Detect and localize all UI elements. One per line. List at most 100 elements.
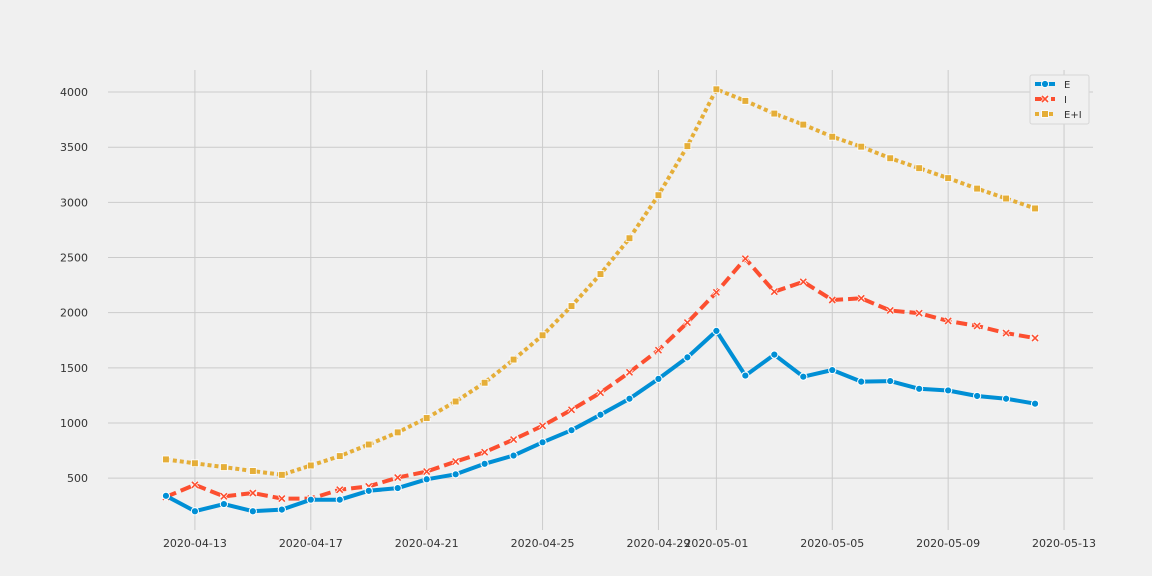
data-point [538, 438, 547, 447]
data-point [1030, 399, 1040, 408]
series-line [165, 256, 1036, 501]
data-point [828, 365, 837, 375]
data-point [393, 483, 402, 493]
data-point [712, 288, 721, 297]
data-point [741, 97, 750, 105]
data-point [422, 414, 431, 422]
data-point [451, 397, 460, 406]
data-point [625, 394, 634, 403]
data-point [741, 254, 750, 263]
data-point [567, 302, 576, 310]
data-point [219, 492, 228, 501]
data-point [248, 488, 257, 498]
data-point [1030, 333, 1040, 343]
data-point [364, 486, 373, 495]
data-point [422, 475, 431, 484]
data-point [306, 461, 315, 470]
data-point [828, 295, 837, 305]
y-tick-label: 1000 [60, 417, 88, 430]
data-point [654, 191, 663, 200]
legend-marker [1040, 79, 1050, 89]
data-point [219, 499, 228, 509]
series-e [161, 326, 1040, 516]
data-point [335, 485, 344, 494]
data-point [451, 457, 460, 466]
legend: EI E+I [1029, 74, 1090, 125]
series-line [164, 328, 1036, 514]
x-tick-label: 2020-04-17 [279, 537, 343, 550]
legend-marker [1041, 110, 1049, 118]
data-point [857, 377, 866, 386]
series-lines [161, 85, 1040, 516]
data-point [828, 132, 837, 141]
data-point [596, 388, 605, 397]
y-tick-label: 3500 [60, 141, 88, 154]
data-point [161, 491, 171, 500]
data-point [683, 318, 692, 327]
x-tick-label: 2020-04-21 [395, 537, 459, 550]
data-point [1031, 204, 1039, 213]
data-point [770, 350, 779, 359]
data-point [886, 376, 895, 386]
data-point [683, 353, 692, 362]
data-point [480, 448, 489, 457]
data-point [654, 374, 663, 383]
y-tick-label: 500 [67, 472, 88, 485]
data-point [538, 421, 547, 430]
data-point [683, 142, 692, 150]
data-point [306, 495, 315, 504]
data-point [509, 355, 518, 364]
data-point [1002, 329, 1011, 338]
series-i [161, 254, 1040, 503]
series-eplusi [162, 85, 1039, 479]
data-point [393, 428, 402, 437]
x-tick-label: 2020-05-13 [1032, 537, 1096, 550]
data-point [1002, 194, 1010, 203]
x-tick-label: 2020-05-05 [800, 537, 864, 550]
data-point [596, 410, 605, 419]
x-tick-label: 2020-05-01 [684, 537, 748, 550]
data-point [364, 440, 373, 449]
data-point [944, 386, 953, 395]
legend-item: E+I [1035, 110, 1082, 121]
legend-item: E [1035, 79, 1070, 91]
data-point [393, 473, 402, 482]
data-point [538, 331, 547, 340]
data-point [249, 467, 257, 475]
data-point [509, 435, 518, 444]
data-point [480, 378, 489, 387]
data-point [799, 120, 808, 129]
data-point [857, 142, 866, 151]
data-point [277, 494, 286, 503]
data-point [335, 452, 344, 460]
y-tick-label: 2500 [60, 252, 88, 265]
data-point [770, 109, 779, 118]
data-point [799, 372, 808, 381]
data-point [422, 467, 431, 476]
data-point [480, 459, 489, 468]
data-point [248, 507, 257, 516]
x-tick-label: 2020-04-25 [511, 537, 575, 550]
data-point [944, 174, 952, 182]
data-point [1001, 394, 1011, 403]
data-point [799, 277, 808, 286]
x-tick-label: 2020-05-09 [916, 537, 980, 550]
y-tick-label: 4000 [60, 86, 88, 99]
data-point [567, 405, 576, 414]
y-tick-label: 3000 [60, 196, 88, 209]
data-point [886, 306, 895, 315]
data-point [915, 309, 924, 318]
data-point [625, 234, 634, 243]
data-point [335, 495, 344, 504]
data-point [741, 371, 750, 380]
legend-label: E+I [1064, 110, 1082, 121]
data-point [944, 316, 953, 326]
data-point [190, 480, 199, 489]
legend-marker [1040, 94, 1050, 104]
x-tick-label: 2020-04-29 [626, 537, 690, 550]
data-point [191, 459, 199, 468]
data-point [857, 294, 866, 303]
data-point [973, 321, 982, 330]
grid-lines [108, 70, 1093, 530]
